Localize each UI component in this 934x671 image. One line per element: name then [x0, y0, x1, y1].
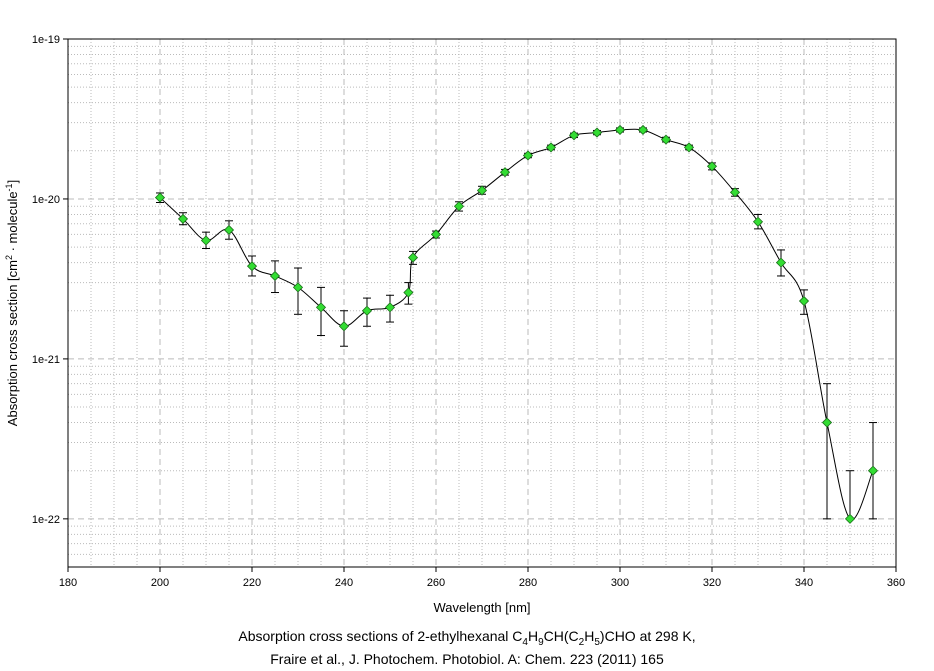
x-tick-label: 200: [151, 577, 169, 589]
chart: 180 200 220 240 260 280 300 320 340 360 1e-221e-2…: [4, 34, 905, 615]
data-point: [223, 224, 235, 236]
data-point: [269, 270, 281, 282]
data-point: [315, 302, 327, 313]
data-point: [775, 257, 787, 268]
x-axis-label: Wavelength [nm]: [433, 600, 530, 615]
data-point: [338, 321, 350, 332]
minor-grid: [68, 39, 896, 568]
data-point: [154, 192, 166, 203]
data-point: [706, 161, 718, 172]
y-axis-label: Absorption cross section [cm2 · molecule…: [4, 180, 20, 426]
caption-line-2: Fraire et al., J. Photochem. Photobiol. …: [270, 651, 664, 667]
data-point: [361, 305, 373, 316]
data-point: [403, 287, 414, 298]
data-point: [591, 127, 603, 138]
data-point: [614, 124, 626, 136]
data-point: [752, 216, 764, 227]
x-tick-label: 360: [887, 577, 905, 589]
data-markers: [154, 124, 879, 524]
x-tick-label: 340: [795, 577, 813, 589]
x-tick-label: 180: [59, 577, 77, 589]
data-point: [499, 167, 511, 178]
x-tick-labels: 180 200 220 240 260 280 300 320 340 360: [59, 577, 905, 589]
x-tick-label: 320: [703, 577, 721, 589]
data-point: [407, 252, 419, 263]
data-point: [430, 229, 442, 240]
data-point: [729, 187, 741, 198]
y-tick-labels: 1e-22 1e-21 1e-20 1e-19: [32, 34, 60, 526]
axis-ticks: [63, 38, 897, 572]
data-point: [522, 150, 534, 161]
series-curve: [159, 128, 874, 521]
data-point: [200, 235, 212, 246]
y-tick-label: 1e-21: [32, 354, 60, 366]
x-tick-label: 280: [519, 577, 537, 589]
data-point: [545, 142, 557, 153]
x-tick-label: 220: [243, 577, 261, 589]
data-point: [821, 417, 833, 428]
data-point: [637, 124, 649, 136]
data-point: [844, 513, 856, 524]
caption-line-1: Absorption cross sections of 2-ethylhexa…: [238, 628, 696, 648]
data-point: [568, 130, 580, 141]
data-point: [798, 295, 810, 307]
major-grid: [68, 39, 896, 567]
plot-frame: [67, 38, 897, 568]
data-point: [246, 261, 258, 272]
data-point: [292, 282, 304, 293]
data-point: [683, 142, 695, 153]
y-tick-label: 1e-22: [32, 514, 60, 526]
y-tick-label: 1e-20: [32, 194, 60, 206]
data-point: [867, 465, 879, 476]
data-point: [384, 302, 396, 313]
x-tick-label: 240: [335, 577, 353, 589]
x-tick-label: 300: [611, 577, 629, 589]
data-point: [177, 213, 189, 224]
data-point: [453, 201, 465, 212]
data-point: [660, 134, 672, 145]
y-tick-label: 1e-19: [32, 34, 60, 46]
data-point: [476, 185, 488, 196]
x-tick-label: 260: [427, 577, 445, 589]
